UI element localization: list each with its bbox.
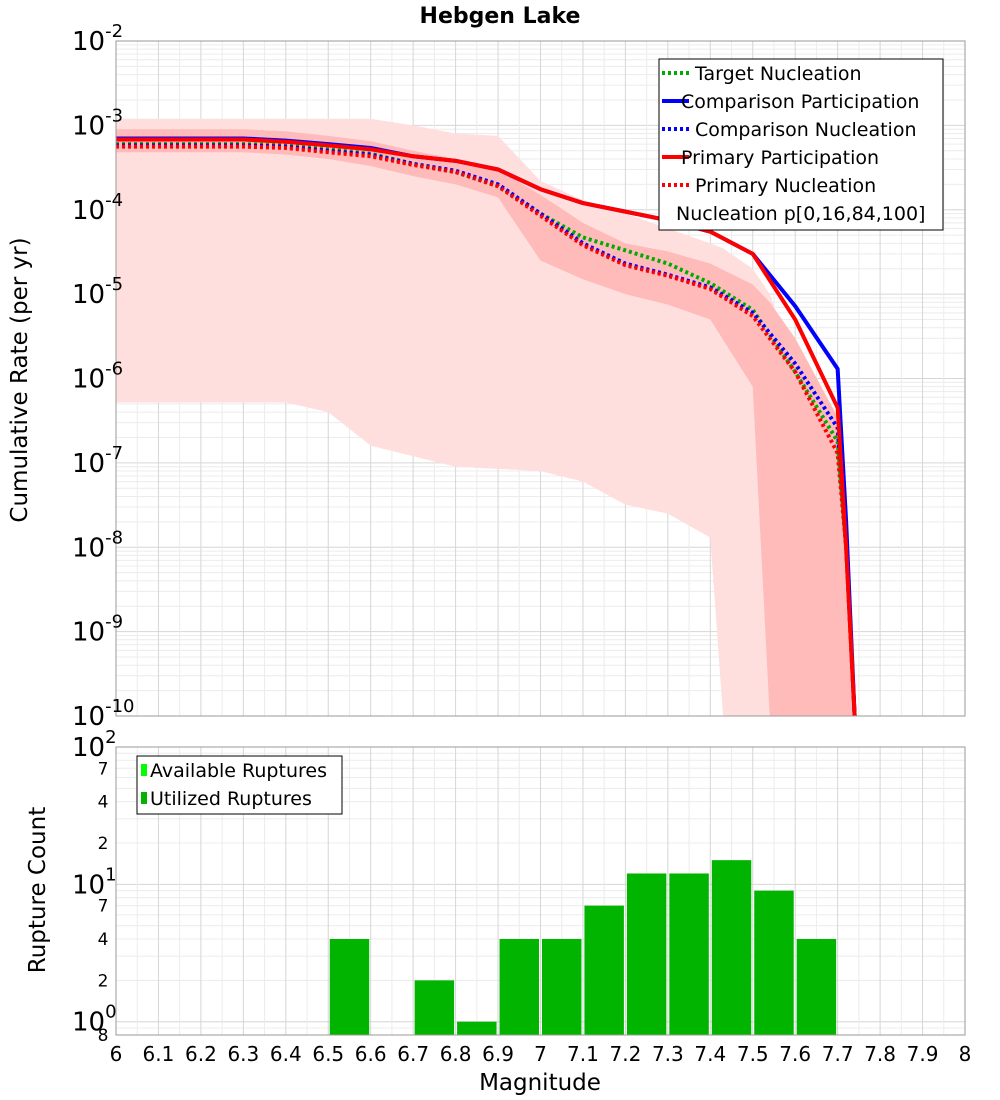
y-tick-label: 10-2 xyxy=(72,21,123,57)
y-tick-label: 101 xyxy=(72,864,117,900)
legend-label: Primary Participation xyxy=(681,147,879,169)
x-tick-label: 6.2 xyxy=(185,1042,217,1066)
rupture-count-bar xyxy=(329,939,370,1035)
rupture-count-bar xyxy=(796,939,837,1035)
rupture-count-bar xyxy=(626,873,667,1035)
legend-label: Nucleation p[0,16,84,100] xyxy=(676,203,925,225)
legend-label: Primary Nucleation xyxy=(695,175,876,197)
y-tick-label: 102 xyxy=(72,727,117,763)
x-tick-label: 7.5 xyxy=(737,1042,769,1066)
y-tick-label: 10-8 xyxy=(72,527,123,563)
y-minor-tick-label: 8 xyxy=(98,1026,109,1046)
y-minor-tick-label: 2 xyxy=(98,971,109,991)
x-tick-label: 6 xyxy=(110,1042,123,1066)
y-minor-tick-label: 2 xyxy=(98,834,109,854)
x-tick-label: 8 xyxy=(959,1042,972,1066)
rupture-count-bar xyxy=(584,905,624,1035)
rupture-count-bar xyxy=(542,939,582,1035)
rupture-count-bar xyxy=(669,873,709,1035)
x-tick-label: 6.7 xyxy=(397,1042,429,1066)
x-tick-label: 6.1 xyxy=(143,1042,175,1066)
x-tick-label: 7.4 xyxy=(694,1042,726,1066)
primary-participation-line xyxy=(116,137,857,717)
x-tick-label: 6.6 xyxy=(355,1042,387,1066)
x-tick-label: 7.8 xyxy=(864,1042,896,1066)
x-tick-label: 7 xyxy=(534,1042,547,1066)
legend-box xyxy=(658,58,944,231)
legend-item: Utilized Ruptures xyxy=(141,788,312,810)
legend-item: Comparison Participation xyxy=(662,91,919,113)
legend-label: Available Ruptures xyxy=(150,760,327,782)
chart-title: Hebgen Lake xyxy=(420,4,581,29)
x-tick-label: 7.6 xyxy=(779,1042,811,1066)
top-legend: Target Nucleation Comparison Participatio… xyxy=(658,58,944,231)
x-tick-label: 7.3 xyxy=(652,1042,684,1066)
top-plot-area: 10-2 10-3 10-4 10-5 10-6 10-7 10-8 10-9 10-10 Tar… xyxy=(72,21,966,732)
y-tick-label: 10-7 xyxy=(72,443,123,479)
rupture-count-bar xyxy=(457,1021,497,1035)
x-tick-label: 6.5 xyxy=(312,1042,344,1066)
legend-label: Comparison Nucleation xyxy=(695,119,917,141)
x-tick-label: 6.3 xyxy=(227,1042,259,1066)
x-tick-label: 7.9 xyxy=(907,1042,939,1066)
x-tick-label: 6.4 xyxy=(270,1042,302,1066)
y-tick-label: 10-5 xyxy=(72,274,123,310)
top-y-axis-label: Cumulative Rate (per yr) xyxy=(7,237,33,522)
x-axis-label: Magnitude xyxy=(479,1070,601,1096)
y-tick-label: 10-6 xyxy=(72,359,123,395)
y-minor-tick-label: 7 xyxy=(98,897,109,917)
legend-label: Target Nucleation xyxy=(694,63,862,85)
bottom-plot-border xyxy=(115,746,966,1036)
y-tick-label: 10-9 xyxy=(72,612,123,648)
legend-item: Comparison Nucleation xyxy=(662,119,917,141)
legend-item: Available Ruptures xyxy=(141,760,327,782)
rupture-count-bar xyxy=(711,860,752,1035)
legend-swatch xyxy=(141,764,147,776)
legend-box xyxy=(136,755,343,815)
y-tick-label: 10-4 xyxy=(72,190,123,226)
legend-item: Nucleation p[0,16,84,100] xyxy=(676,203,925,225)
primary-nucleation-line xyxy=(116,144,857,717)
legend-item: Primary Participation xyxy=(662,147,879,169)
x-tick-label: 7.2 xyxy=(609,1042,641,1066)
bottom-y-axis-label: Rupture Count xyxy=(25,807,51,973)
top-plot-border xyxy=(115,40,966,717)
rupture-count-bar xyxy=(754,890,794,1035)
y-minor-tick-label: 7 xyxy=(98,759,109,779)
y-tick-label: 10-3 xyxy=(72,105,123,141)
legend-label: Comparison Participation xyxy=(681,91,919,113)
rupture-count-bar xyxy=(499,939,539,1035)
x-tick-label: 6.9 xyxy=(482,1042,514,1066)
y-tick-label: 10-10 xyxy=(72,696,135,732)
y-minor-tick-label: 4 xyxy=(98,930,109,950)
legend-item: Target Nucleation xyxy=(662,63,862,85)
y-minor-tick-label: 4 xyxy=(98,793,109,813)
bottom-legend: Available Ruptures Utilized Ruptures xyxy=(136,755,343,815)
legend-label: Utilized Ruptures xyxy=(150,788,312,810)
x-tick-label: 7.7 xyxy=(822,1042,854,1066)
legend-item: Primary Nucleation xyxy=(662,175,876,197)
y-tick-label: 100 xyxy=(72,1002,117,1038)
rupture-count-bar xyxy=(414,980,455,1035)
x-tick-label: 7.1 xyxy=(567,1042,599,1066)
x-tick-label: 6.8 xyxy=(440,1042,472,1066)
legend-swatch xyxy=(141,792,147,804)
